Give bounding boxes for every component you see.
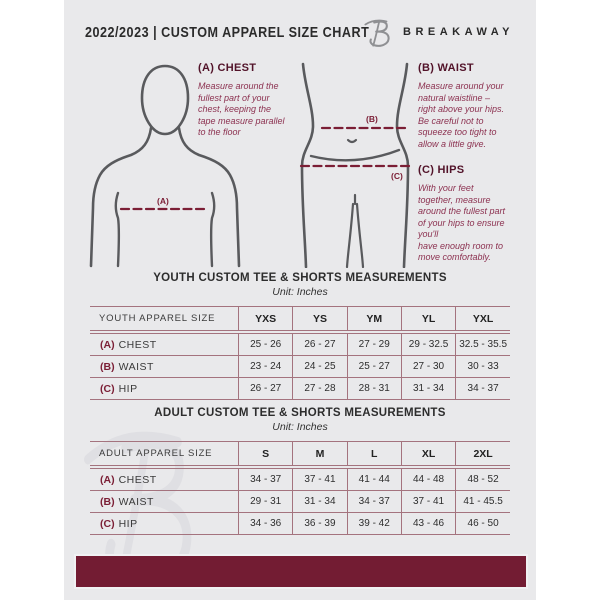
- youth-table-title: YOUTH CUSTOM TEE & SHORTS MEASUREMENTS: [153, 272, 447, 284]
- measurement-table: ADULT APPAREL SIZE S M L XL 2XL (A) CHEST 34 - 3…: [90, 441, 510, 535]
- measure-value-cell: 34 - 37: [346, 490, 402, 513]
- table-row: (C) HIP 34 - 36 36 - 39 39 - 42 43 - 46 46 - 5…: [90, 512, 510, 535]
- brand-name: BREAKAWAY: [403, 26, 514, 38]
- measure-value-cell: 43 - 46: [400, 512, 456, 535]
- measure-value-cell: 31 - 34: [292, 490, 348, 513]
- footer-bar: [74, 554, 528, 589]
- table-row: (B) WAIST 23 - 24 24 - 25 25 - 27 27 - 30 30 -…: [90, 355, 510, 378]
- measure-value-cell: 37 - 41: [400, 490, 456, 513]
- row-label-cell: (C) HIP: [90, 512, 239, 535]
- measure-value-cell: 39 - 42: [346, 512, 402, 535]
- measure-value-cell: 31 - 34: [400, 377, 456, 400]
- row-prefix: (C): [100, 382, 115, 395]
- adult-section-header: ADULT CUSTOM TEE & SHORTS MEASUREMENTS U…: [64, 407, 536, 434]
- measure-value-cell: 34 - 37: [455, 377, 510, 400]
- measure-value-cell: 26 - 27: [237, 377, 293, 400]
- measure-value-cell: 29 - 31: [237, 490, 293, 513]
- row-prefix: (B): [100, 495, 115, 508]
- size-col-header: 2XL: [455, 441, 510, 469]
- measure-value-cell: 24 - 25: [292, 355, 348, 378]
- row-label-cell: (C) HIP: [90, 377, 239, 400]
- torso-diagram: (A): [89, 64, 241, 268]
- measure-value-cell: 32.5 - 35.5: [455, 332, 510, 356]
- measure-value-cell: 46 - 50: [455, 512, 510, 535]
- row-name: CHEST: [118, 473, 157, 486]
- row-prefix: (C): [100, 517, 115, 530]
- row-label-cell: (A) CHEST: [90, 467, 239, 491]
- youth-measurement-table: YOUTH APPAREL SIZE YXS YS YM YL YXL (A) CHEST 25…: [90, 306, 510, 400]
- measure-value-cell: 36 - 39: [292, 512, 348, 535]
- measure-value-cell: 27 - 29: [346, 332, 402, 356]
- breakaway-b-icon: [364, 19, 390, 47]
- brand-logo: BREAKAWAY: [364, 16, 514, 48]
- size-col-header: YXS: [237, 306, 293, 334]
- measure-value-cell: 23 - 24: [237, 355, 293, 378]
- hips-instruction-text: With your feet together, measure around …: [418, 183, 506, 262]
- waist-line-label: (B): [366, 114, 378, 124]
- row-label-cell: (B) WAIST: [90, 355, 239, 378]
- row-name: HIP: [118, 382, 138, 395]
- adult-table-title: ADULT CUSTOM TEE & SHORTS MEASUREMENTS: [154, 407, 446, 419]
- measure-value-cell: 27 - 30: [400, 355, 456, 378]
- measure-value-cell: 27 - 28: [292, 377, 348, 400]
- row-name: CHEST: [118, 338, 157, 351]
- size-col-header: XL: [400, 441, 456, 469]
- hips-instruction: (C) HIPS With your feet together, measur…: [418, 164, 524, 264]
- content-layer: 2022/2023 | CUSTOM APPAREL SIZE CHART BR…: [64, 0, 536, 600]
- hips-instruction-heading: (C) HIPS: [418, 164, 465, 176]
- size-col-header: YL: [400, 306, 456, 334]
- size-header-cell: ADULT APPAREL SIZE: [90, 441, 239, 469]
- size-col-header: S: [237, 441, 293, 469]
- waist-instruction-text: Measure around your natural waistline – …: [418, 81, 505, 149]
- measure-value-cell: 34 - 36: [237, 512, 293, 535]
- table-row: (C) HIP 26 - 27 27 - 28 28 - 31 31 - 34 34 - 3…: [90, 377, 510, 400]
- measure-value-cell: 26 - 27: [292, 332, 348, 356]
- table-row: (A) CHEST 34 - 37 37 - 41 41 - 44 44 - 48 48 -…: [90, 467, 510, 491]
- measure-value-cell: 37 - 41: [292, 467, 348, 491]
- measure-value-cell: 25 - 27: [346, 355, 402, 378]
- measure-value-cell: 29 - 32.5: [400, 332, 456, 356]
- page-header: 2022/2023 | CUSTOM APPAREL SIZE CHART: [85, 24, 423, 42]
- size-col-header: YS: [292, 306, 348, 334]
- size-col-header: YXL: [455, 306, 510, 334]
- measure-value-cell: 41 - 44: [346, 467, 402, 491]
- measure-value-cell: 25 - 26: [237, 332, 293, 356]
- measure-value-cell: 41 - 45.5: [455, 490, 510, 513]
- waist-instruction: (B) WAIST Measure around your natural wa…: [418, 62, 522, 150]
- chest-instruction: (A) CHEST Measure around the fullest par…: [198, 62, 306, 139]
- size-col-header: YM: [346, 306, 402, 334]
- table-row: (A) CHEST 25 - 26 26 - 27 27 - 29 29 - 32.5 32…: [90, 332, 510, 356]
- row-label-cell: (A) CHEST: [90, 332, 239, 356]
- youth-section-header: YOUTH CUSTOM TEE & SHORTS MEASUREMENTS U…: [64, 272, 536, 299]
- page-title: 2022/2023 | CUSTOM APPAREL SIZE CHART: [85, 24, 370, 41]
- adult-measurement-table: ADULT APPAREL SIZE S M L XL 2XL (A) CHEST 34 - 3…: [90, 441, 510, 535]
- chest-instruction-heading: (A) CHEST: [198, 62, 257, 74]
- row-prefix: (A): [100, 338, 115, 351]
- size-chart-page: 2022/2023 | CUSTOM APPAREL SIZE CHART BR…: [64, 0, 536, 600]
- row-prefix: (B): [100, 360, 115, 373]
- hips-line-label: (C): [391, 171, 403, 181]
- row-name: WAIST: [118, 360, 154, 373]
- adult-table-unit: Unit: Inches: [272, 421, 328, 433]
- row-name: HIP: [118, 517, 138, 530]
- chest-line-label: (A): [157, 196, 169, 206]
- measure-value-cell: 48 - 52: [455, 467, 510, 491]
- size-col-header: M: [292, 441, 348, 469]
- chest-instruction-text: Measure around the fullest part of your …: [198, 81, 285, 137]
- youth-table-unit: Unit: Inches: [272, 286, 328, 298]
- measure-value-cell: 28 - 31: [346, 377, 402, 400]
- table-row: (B) WAIST 29 - 31 31 - 34 34 - 37 37 - 41 41 -…: [90, 490, 510, 513]
- measure-value-cell: 44 - 48: [400, 467, 456, 491]
- measurement-table: YOUTH APPAREL SIZE YXS YS YM YL YXL (A) CHEST 25…: [90, 306, 510, 400]
- row-label-cell: (B) WAIST: [90, 490, 239, 513]
- measure-value-cell: 34 - 37: [237, 467, 293, 491]
- lower-body-diagram: (B) (C): [299, 62, 412, 268]
- row-prefix: (A): [100, 473, 115, 486]
- waist-instruction-heading: (B) WAIST: [418, 62, 474, 74]
- size-col-header: L: [346, 441, 402, 469]
- row-name: WAIST: [118, 495, 154, 508]
- size-header-cell: YOUTH APPAREL SIZE: [90, 306, 239, 334]
- measure-value-cell: 30 - 33: [455, 355, 510, 378]
